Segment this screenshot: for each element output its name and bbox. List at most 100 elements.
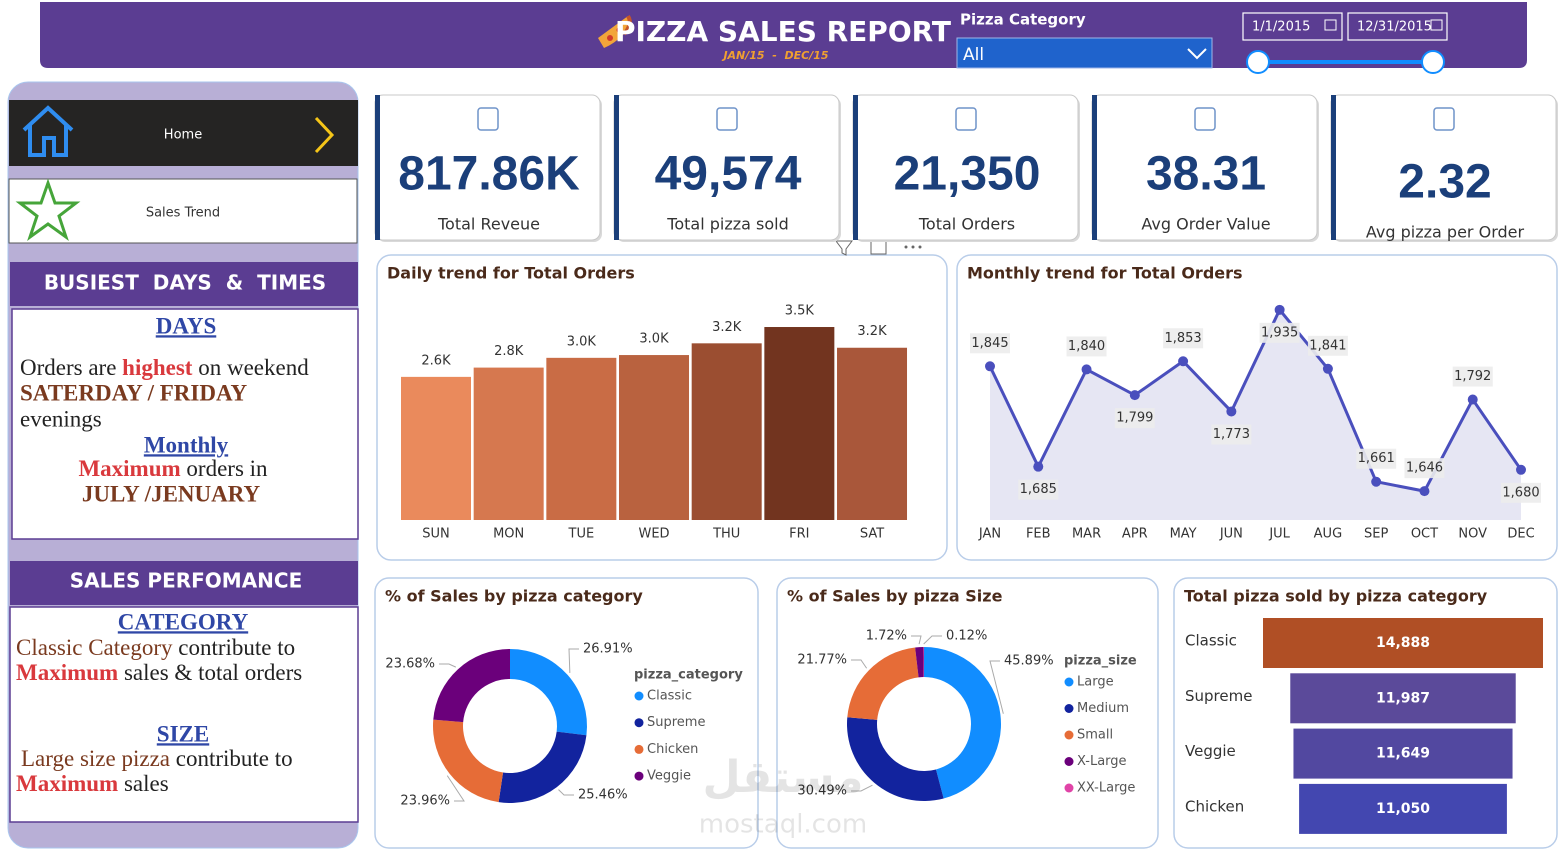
note-text: orders in	[181, 456, 268, 481]
note-line: Large size pizza contribute to	[21, 746, 293, 771]
leader-line	[446, 775, 465, 802]
data-label: 1,935	[1261, 325, 1298, 340]
legend-swatch	[1064, 677, 1074, 687]
nav-label: Sales Trend	[146, 206, 220, 221]
kpi-accent	[1092, 95, 1097, 240]
category-dropdown[interactable]	[956, 37, 1213, 69]
note-text: Classic Category	[16, 635, 173, 660]
data-label: 1,840	[1068, 339, 1105, 354]
x-tick-label: SAT	[860, 527, 884, 542]
kpi-icon	[1194, 107, 1216, 131]
leader-line	[568, 648, 579, 673]
bar	[401, 376, 471, 520]
data-label: 2.8K	[494, 344, 524, 359]
x-tick-label: TUE	[568, 527, 595, 542]
donut-slice	[915, 647, 924, 678]
chart-title: Daily trend for Total Orders	[387, 264, 635, 283]
date-to-box[interactable]	[1347, 12, 1448, 41]
point	[1129, 390, 1140, 401]
donut-slice	[847, 647, 919, 720]
section-heading-bg	[10, 262, 358, 306]
visual-toolbar	[835, 240, 922, 256]
point	[1371, 476, 1382, 487]
note-text: Large size pizza	[21, 746, 170, 771]
kpi-value: 2.32	[1398, 156, 1491, 209]
note-line: Classic Category contribute to	[16, 635, 295, 660]
donut-slice	[498, 731, 587, 803]
data-label: 3.5K	[785, 304, 815, 319]
category-label: Supreme	[1185, 687, 1252, 705]
legend-swatch	[634, 744, 644, 754]
legend-swatch	[1064, 730, 1074, 740]
note-highlight: Maximum	[16, 660, 118, 685]
x-tick-label: FEB	[1026, 527, 1051, 542]
label-bg	[1404, 458, 1445, 479]
label-bg	[970, 333, 1010, 354]
funnel-bar	[1263, 618, 1543, 668]
label-bg	[1356, 448, 1397, 469]
x-tick-label: SUN	[422, 527, 450, 542]
leader-line	[923, 635, 942, 645]
x-tick-label: OCT	[1411, 527, 1438, 542]
chart-title: % of Sales by pizza category	[385, 587, 643, 606]
bar	[473, 367, 544, 520]
data-label: 3.2K	[857, 324, 887, 339]
x-tick-label: AUG	[1314, 527, 1342, 542]
x-tick-label: APR	[1122, 527, 1148, 542]
note-line: Orders are highest on weekend	[20, 355, 309, 380]
data-label: 1,792	[1454, 369, 1491, 384]
note-text: sales & total orders	[118, 660, 302, 685]
kpi-icon	[477, 107, 499, 131]
donut-slice	[510, 649, 587, 736]
point	[1226, 406, 1237, 417]
x-tick-label: JUL	[1268, 527, 1290, 542]
data-label: 11,987	[1376, 690, 1430, 706]
point	[985, 361, 995, 372]
x-tick-label: MAY	[1170, 527, 1197, 542]
x-tick-label: DEC	[1507, 527, 1534, 542]
data-label: 3.2K	[712, 320, 742, 335]
date-from-box[interactable]	[1242, 12, 1343, 41]
focus-icon[interactable]	[870, 240, 887, 255]
kpi-value: 38.31	[1146, 148, 1266, 201]
report-title: PIZZA SALES REPORT	[615, 15, 951, 48]
data-label: 11,649	[1376, 746, 1430, 762]
note-highlight: Maximum	[78, 456, 180, 481]
x-tick-label: JUN	[1219, 527, 1243, 542]
x-tick-label: FRI	[789, 527, 809, 542]
label-bg	[1163, 328, 1204, 349]
pizza-icon	[598, 14, 632, 48]
data-label: 14,888	[1376, 635, 1430, 651]
slider-handle[interactable]	[1421, 50, 1445, 74]
legend-swatch	[634, 691, 644, 701]
data-label: 1,685	[1020, 482, 1057, 497]
legend-swatch	[634, 718, 644, 728]
note-text: on weekend	[192, 355, 309, 380]
dropdown-value: All	[963, 45, 984, 65]
legend-label: Chicken	[647, 742, 698, 757]
home-icon	[22, 105, 74, 157]
slider-handle[interactable]	[1246, 50, 1270, 74]
legend-label: XX-Large	[1077, 781, 1135, 796]
note-highlight: highest	[122, 355, 193, 380]
legend-title: pizza_category	[634, 668, 743, 683]
data-label: 25.46%	[578, 788, 628, 803]
label-bg	[1066, 336, 1107, 357]
kpi-accent	[614, 95, 619, 240]
legend-label: Large	[1077, 675, 1114, 690]
point	[1274, 304, 1285, 315]
data-label: 1,646	[1406, 461, 1443, 476]
x-tick-label: MAR	[1072, 527, 1101, 542]
data-label: 1,845	[971, 336, 1008, 351]
point	[1081, 364, 1092, 375]
donut-slice	[923, 647, 924, 678]
section-heading-bg	[10, 561, 358, 605]
legend-swatch	[1064, 757, 1074, 766]
data-label: 1,680	[1502, 485, 1539, 500]
donut-slice	[433, 649, 510, 723]
data-label: 26.91%	[583, 642, 633, 657]
leader-line	[558, 789, 574, 796]
kpi-value: 49,574	[655, 148, 802, 201]
x-tick-label: WED	[638, 527, 669, 542]
filter-icon[interactable]	[835, 240, 853, 256]
